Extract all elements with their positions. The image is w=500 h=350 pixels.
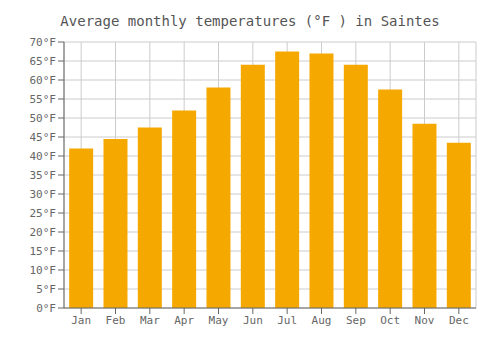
svg-text:Oct: Oct [380,314,400,327]
svg-text:Nov: Nov [415,314,435,327]
svg-text:15°F: 15°F [30,245,57,258]
svg-text:Sep: Sep [346,314,366,327]
svg-text:45°F: 45°F [30,131,57,144]
svg-text:55°F: 55°F [30,93,57,106]
svg-text:10°F: 10°F [30,264,57,277]
svg-text:Aug: Aug [312,314,332,327]
svg-text:70°F: 70°F [30,36,57,49]
svg-text:Apr: Apr [174,314,194,327]
svg-text:25°F: 25°F [30,207,57,220]
svg-text:65°F: 65°F [30,55,57,68]
svg-text:Jun: Jun [243,314,263,327]
svg-text:20°F: 20°F [30,226,57,239]
svg-text:35°F: 35°F [30,169,57,182]
svg-text:50°F: 50°F [30,112,57,125]
svg-text:30°F: 30°F [30,188,57,201]
svg-text:Jul: Jul [277,314,297,327]
svg-text:60°F: 60°F [30,74,57,87]
svg-text:Dec: Dec [449,314,469,327]
svg-text:5°F: 5°F [36,283,56,296]
svg-text:0°F: 0°F [36,302,56,315]
svg-text:Mar: Mar [140,314,160,327]
svg-text:Feb: Feb [106,314,126,327]
svg-text:40°F: 40°F [30,150,57,163]
svg-text:May: May [209,314,229,327]
html-text:Average monthly temperatures (: Average monthly temperatures (°F ) in Sa… [60,13,440,29]
svg-text:Jan: Jan [71,314,91,327]
